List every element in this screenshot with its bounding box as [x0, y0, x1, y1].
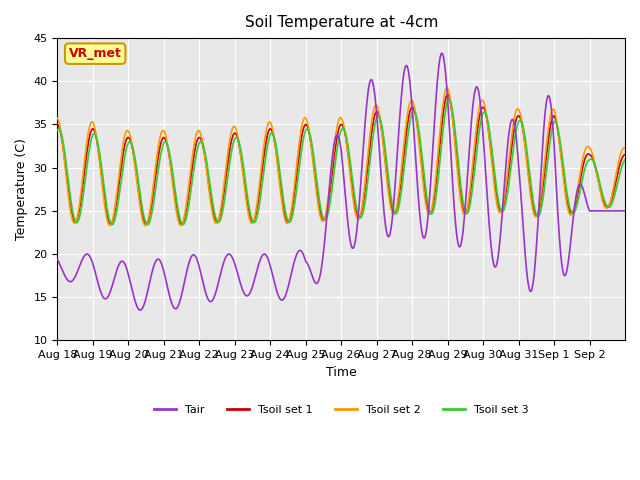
Text: VR_met: VR_met [68, 47, 122, 60]
Title: Soil Temperature at -4cm: Soil Temperature at -4cm [244, 15, 438, 30]
Y-axis label: Temperature (C): Temperature (C) [15, 138, 28, 240]
Legend: Tair, Tsoil set 1, Tsoil set 2, Tsoil set 3: Tair, Tsoil set 1, Tsoil set 2, Tsoil se… [150, 400, 533, 420]
X-axis label: Time: Time [326, 366, 356, 379]
